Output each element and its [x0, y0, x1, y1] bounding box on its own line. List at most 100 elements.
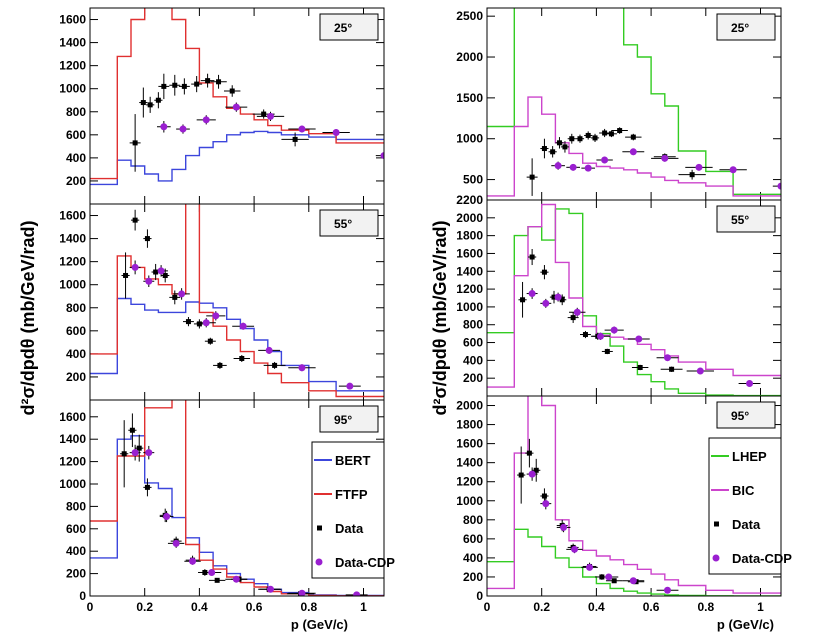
y-tick-label: 600 [66, 324, 86, 338]
series-data-point [121, 252, 130, 299]
data-cdp-marker [232, 575, 240, 583]
plot-area [90, 8, 384, 186]
data-marker [541, 269, 547, 275]
series-data-point [584, 131, 593, 140]
data-marker [153, 269, 159, 275]
series-data-cdp-point [540, 497, 552, 510]
y-tick-label: 1000 [59, 278, 86, 292]
angle-label: 55° [731, 213, 749, 227]
series-data-point [128, 413, 137, 448]
data-marker [123, 272, 129, 278]
data-marker [520, 297, 526, 303]
y-tick-label: 800 [66, 301, 86, 315]
series-data-cdp-point [581, 563, 598, 571]
angle-label-box: 25° [319, 13, 379, 41]
y-tick-label: 0 [79, 589, 86, 603]
y-tick-label: 1200 [456, 475, 483, 489]
y-tick-label: 1200 [456, 282, 483, 296]
x-tick-label: 0 [484, 600, 491, 614]
series-data-point [281, 132, 309, 147]
series-data-cdp-point [622, 148, 645, 156]
data-marker [592, 135, 598, 141]
data-cdp-marker [202, 116, 210, 124]
x-tick-label: 1 [360, 600, 367, 614]
series-data-point [204, 337, 216, 345]
data-cdp-marker [178, 290, 186, 298]
y-tick-label: 1600 [59, 410, 86, 424]
data-marker [121, 451, 127, 457]
legend-box [311, 441, 385, 579]
y-tick-label: 1400 [59, 36, 86, 50]
y-tick-label: 1800 [456, 229, 483, 243]
series-bic-line [487, 96, 781, 197]
y-tick-label: 1000 [456, 300, 483, 314]
data-cdp-marker [695, 163, 703, 171]
data-cdp-marker [560, 523, 568, 531]
y-tick-label: 0 [476, 589, 483, 603]
series-ftfp-line [90, 204, 384, 398]
series-data-cdp-point [596, 156, 613, 164]
plot-area [90, 204, 384, 398]
data-marker [529, 174, 535, 180]
series-data-point [526, 158, 538, 196]
y-tick-label: 2000 [456, 211, 483, 225]
data-marker [194, 81, 200, 87]
series-data-cdp-point [288, 364, 316, 372]
y-tick-label: 2200 [456, 193, 483, 207]
series-data-cdp-point [129, 444, 141, 461]
data-marker [541, 146, 547, 152]
data-marker [526, 450, 532, 456]
y-tick-label: 1500 [456, 91, 483, 105]
plot-area [90, 400, 384, 596]
series-data-point [605, 578, 623, 584]
series-data-cdp-point [604, 326, 624, 334]
data-marker [207, 338, 213, 344]
series-data-point [143, 478, 152, 497]
series-data-cdp-point [551, 161, 565, 170]
data-cdp-marker [610, 326, 618, 334]
data-cdp-marker [586, 563, 594, 571]
series-lhep-line [487, 8, 781, 195]
series-data-point [560, 141, 570, 153]
x-tick-label: 0.4 [588, 600, 605, 614]
series-data-cdp-point [569, 307, 586, 317]
data-cdp-marker [729, 166, 737, 174]
series-data-point [224, 85, 241, 97]
series-data-cdp-point [196, 115, 216, 125]
series-data-cdp-point [686, 367, 714, 375]
series-data-point [631, 364, 649, 371]
data-cdp-marker [131, 263, 139, 271]
data-marker [608, 131, 614, 137]
series-data-cdp-point [184, 557, 201, 565]
y-tick-label: 800 [463, 318, 483, 332]
data-marker [559, 297, 565, 303]
series-data-cdp-point [556, 522, 571, 533]
series-data-cdp-point [551, 292, 565, 302]
legend-label: LHEP [732, 449, 767, 464]
series-data-point [213, 361, 227, 369]
series-data-point [575, 134, 585, 143]
angle-label-bg [716, 13, 776, 41]
series-data-point [169, 74, 181, 96]
data-marker [181, 83, 187, 89]
series-bic-line [487, 396, 781, 594]
panel-1: 200 400 600 800 1000 1200 1400 1600 25° [59, 7, 385, 205]
data-cdp-marker [696, 367, 704, 375]
data-cdp-marker [664, 354, 672, 362]
series-data-cdp-point [143, 275, 155, 288]
data-cdp-marker [157, 267, 165, 275]
angle-label-box: 55° [319, 209, 379, 237]
angle-label-bg [716, 401, 776, 429]
series-data-point [233, 355, 250, 362]
data-cdp-marker [189, 557, 197, 565]
data-marker [541, 493, 547, 499]
series-data-point [191, 76, 203, 93]
series-data-point [182, 316, 194, 327]
y-tick-label: 1400 [456, 264, 483, 278]
data-cdp-marker [635, 335, 643, 343]
series-data-point [263, 361, 286, 369]
series-data-cdp-point [627, 335, 650, 343]
data-marker [604, 348, 610, 354]
series-data-point [139, 87, 148, 118]
data-cdp-marker [554, 293, 562, 301]
